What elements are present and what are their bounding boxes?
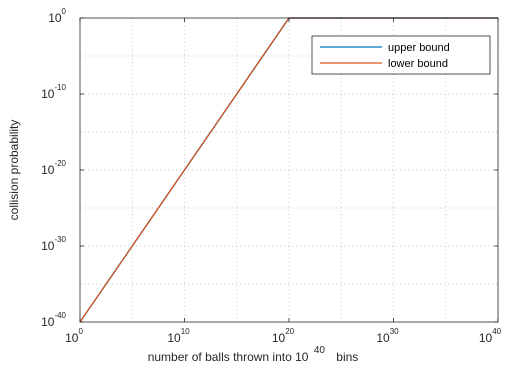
x-axis-label: number of balls thrown into 10 40 bins <box>148 342 359 364</box>
axes-frame <box>79 17 499 323</box>
y-axis-label: collision probability <box>7 120 21 221</box>
x-tick-label: 1010 <box>167 327 190 345</box>
x-axis-label-suffix: bins <box>336 350 358 364</box>
tick-labels: 100 1010 1020 1030 1040 100 10-10 10-20 10-30 10-… <box>41 7 502 345</box>
legend-label: lower bound <box>388 58 448 70</box>
x-axis-label-exponent: 40 <box>314 345 326 356</box>
legend-label: upper bound <box>388 42 450 54</box>
legend: upper bound lower bound <box>311 35 491 75</box>
x-axis-label-prefix: number of balls thrown into 10 <box>148 350 309 364</box>
y-tick-label: 100 <box>48 7 66 25</box>
x-tick-label: 100 <box>65 327 83 345</box>
x-tick-label: 1040 <box>479 327 502 345</box>
y-tick-label: 10-30 <box>41 235 66 253</box>
y-tick-label: 10-20 <box>41 159 66 177</box>
x-tick-label: 1030 <box>376 327 399 345</box>
x-tick-label: 1020 <box>272 327 295 345</box>
y-tick-label: 10-40 <box>41 311 66 329</box>
legend-box <box>311 35 491 75</box>
y-tick-label: 10-10 <box>41 83 66 101</box>
